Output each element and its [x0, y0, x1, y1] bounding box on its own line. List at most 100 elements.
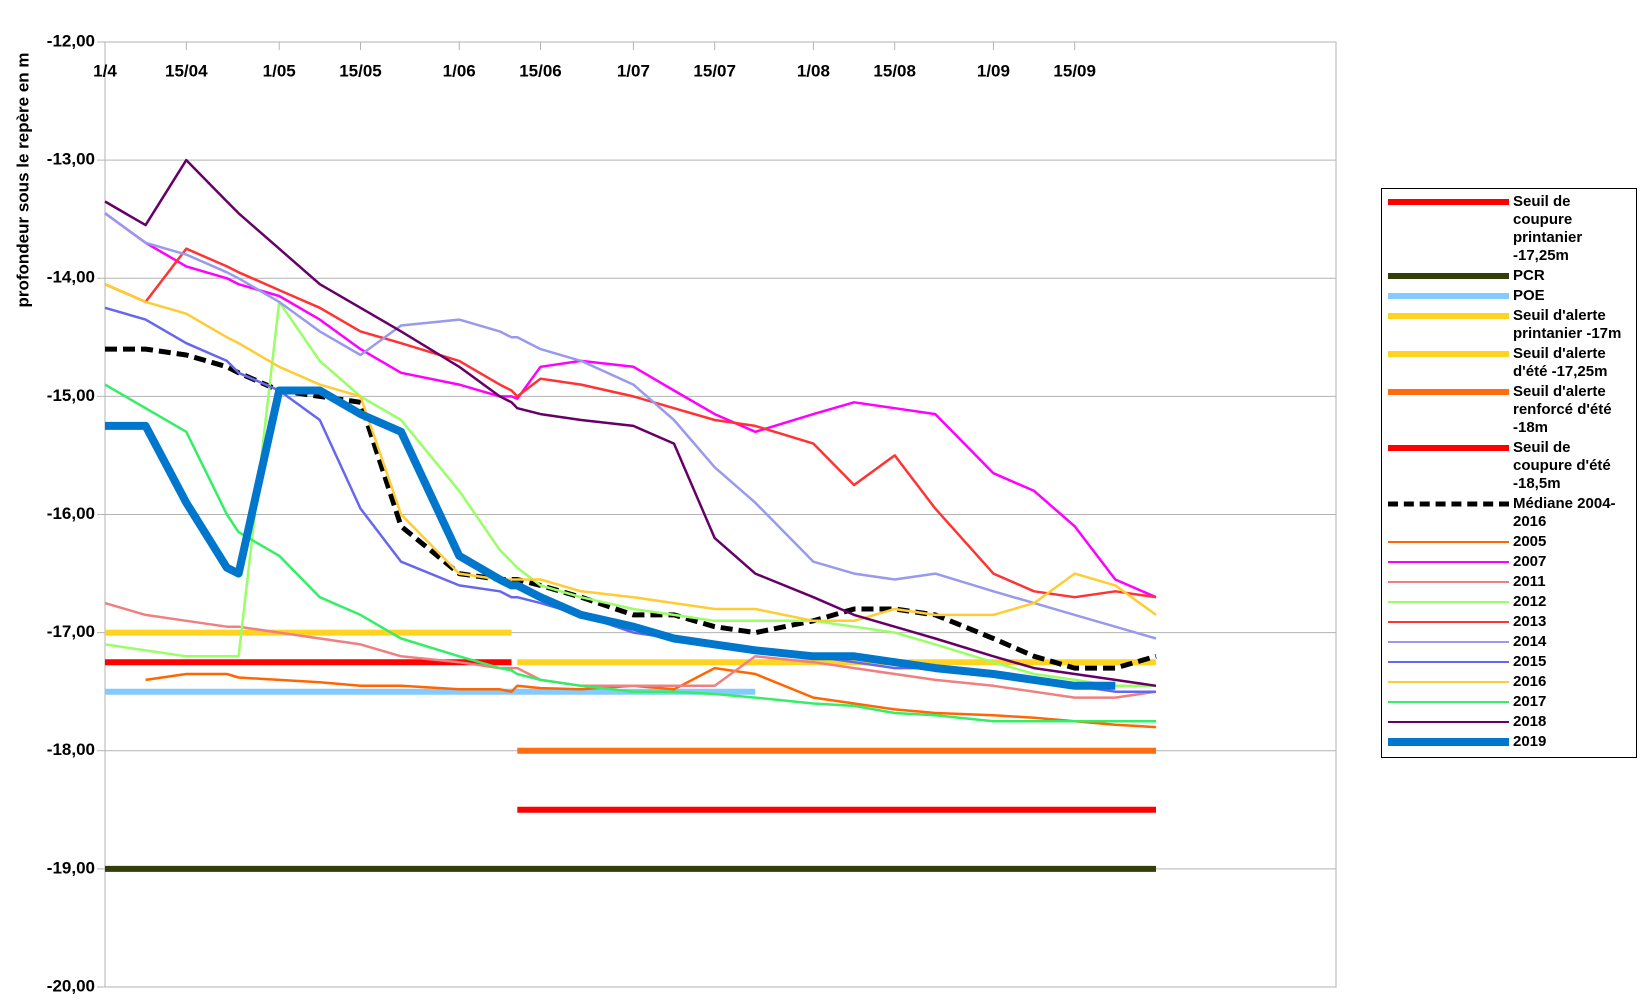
legend-entry: 2015	[1388, 653, 1632, 671]
legend-entry: 2012	[1388, 593, 1632, 611]
x-tick-label: 15/04	[165, 61, 208, 80]
legend-entry: 2017	[1388, 693, 1632, 711]
legend-label: Seuil d'alerte renforcé d'été -18m	[1513, 383, 1612, 436]
legend-line	[1388, 701, 1509, 703]
legend-label: 2014	[1513, 633, 1547, 650]
legend-label: PCR	[1513, 267, 1545, 284]
legend-swatch	[1388, 673, 1513, 691]
legend-label: Seuil de coupure d'été -18,5m	[1513, 439, 1611, 492]
x-tick-label: 15/07	[693, 61, 736, 80]
x-tick-label: 1/06	[443, 61, 476, 80]
legend-line	[1388, 561, 1509, 563]
y-tick-label: -18,00	[47, 740, 95, 759]
legend-entry: PCR	[1388, 267, 1632, 285]
legend-line	[1388, 661, 1509, 663]
series-line	[104, 212, 1157, 640]
legend-swatch	[1388, 267, 1513, 285]
y-tick-label: -19,00	[47, 858, 95, 877]
legend-swatch	[1388, 593, 1513, 611]
series-line	[105, 386, 1116, 690]
legend-swatch	[1388, 613, 1513, 631]
legend-swatch	[1388, 553, 1513, 571]
legend-line	[1388, 581, 1509, 583]
legend-line	[1388, 601, 1509, 603]
legend-line	[1388, 293, 1509, 299]
legend-label: Seuil de coupure printanier -17,25m	[1513, 193, 1583, 264]
x-tick-label: 1/05	[263, 61, 296, 80]
y-tick-label: -20,00	[47, 976, 95, 995]
legend-entry: 2005	[1388, 533, 1632, 551]
y-tick-label: -12,00	[47, 31, 95, 50]
legend-line	[1388, 738, 1509, 746]
legend-entry: 2018	[1388, 713, 1632, 731]
x-tick-label: 15/05	[339, 61, 382, 80]
legend-entry: 2019	[1388, 733, 1632, 751]
legend-label: POE	[1513, 287, 1545, 304]
legend-label: 2012	[1513, 593, 1547, 610]
legend-swatch	[1388, 495, 1513, 513]
y-tick-label: -14,00	[47, 268, 95, 287]
x-tick-label: 1/09	[977, 61, 1010, 80]
legend-label: 2007	[1513, 553, 1547, 570]
legend-line	[1388, 501, 1509, 507]
legend-swatch	[1388, 287, 1513, 305]
legend-line	[1388, 681, 1509, 683]
series-line	[104, 158, 1157, 688]
legend-label: Seuil d'alerte printanier -17m	[1513, 307, 1622, 342]
legend: Seuil de coupure printanier -17,25m PCR PO…	[1381, 188, 1637, 758]
legend-label: 2017	[1513, 693, 1547, 710]
legend-line	[1388, 445, 1509, 451]
y-tick-label: -16,00	[47, 504, 95, 523]
legend-entry: 2016	[1388, 673, 1632, 691]
legend-swatch	[1388, 439, 1513, 457]
legend-entry: Seuil d'alerte printanier -17m	[1388, 307, 1632, 343]
legend-label: Médiane 2004-2016	[1513, 495, 1616, 530]
legend-swatch	[1388, 307, 1513, 325]
legend-line	[1388, 199, 1509, 205]
legend-swatch	[1388, 693, 1513, 711]
legend-label: 2011	[1513, 573, 1546, 590]
legend-entry: POE	[1388, 287, 1632, 305]
legend-entry: 2013	[1388, 613, 1632, 631]
legend-line	[1388, 721, 1509, 723]
legend-swatch	[1388, 345, 1513, 363]
legend-swatch	[1388, 733, 1513, 751]
y-tick-label: -13,00	[47, 150, 95, 169]
legend-line	[1388, 541, 1509, 543]
legend-label: 2013	[1513, 613, 1547, 630]
legend-line	[1388, 389, 1509, 395]
legend-label: 2016	[1513, 673, 1547, 690]
y-tick-label: -17,00	[47, 622, 95, 641]
legend-label: 2005	[1513, 533, 1547, 550]
x-tick-label: 1/08	[797, 61, 830, 80]
legend-swatch	[1388, 573, 1513, 591]
legend-entry: Seuil de coupure printanier -17,25m	[1388, 193, 1632, 265]
y-tick-label: -15,00	[47, 386, 95, 405]
legend-entry: 2011	[1388, 573, 1632, 591]
legend-entry: 2014	[1388, 633, 1632, 651]
legend-line	[1388, 273, 1509, 279]
legend-label: 2018	[1513, 713, 1547, 730]
legend-label: 2019	[1513, 733, 1547, 750]
x-tick-label: 15/08	[873, 61, 916, 80]
series-line	[104, 247, 1157, 599]
legend-swatch	[1388, 193, 1513, 211]
legend-line	[1388, 621, 1509, 623]
series-line	[145, 666, 1157, 729]
x-tick-label: 15/06	[519, 61, 562, 80]
legend-entry: Médiane 2004-2016	[1388, 495, 1632, 531]
x-tick-label: 1/07	[617, 61, 650, 80]
legend-swatch	[1388, 633, 1513, 651]
legend-swatch	[1388, 713, 1513, 731]
legend-label: 2015	[1513, 653, 1547, 670]
legend-swatch	[1388, 383, 1513, 401]
series-line	[104, 283, 1157, 623]
legend-entry: Seuil d'alerte renforcé d'été -18m	[1388, 383, 1632, 437]
legend-label: Seuil d'alerte d'été -17,25m	[1513, 345, 1608, 380]
legend-line	[1388, 313, 1509, 319]
legend-entry: 2007	[1388, 553, 1632, 571]
x-tick-label: 15/09	[1053, 61, 1096, 80]
legend-swatch	[1388, 533, 1513, 551]
